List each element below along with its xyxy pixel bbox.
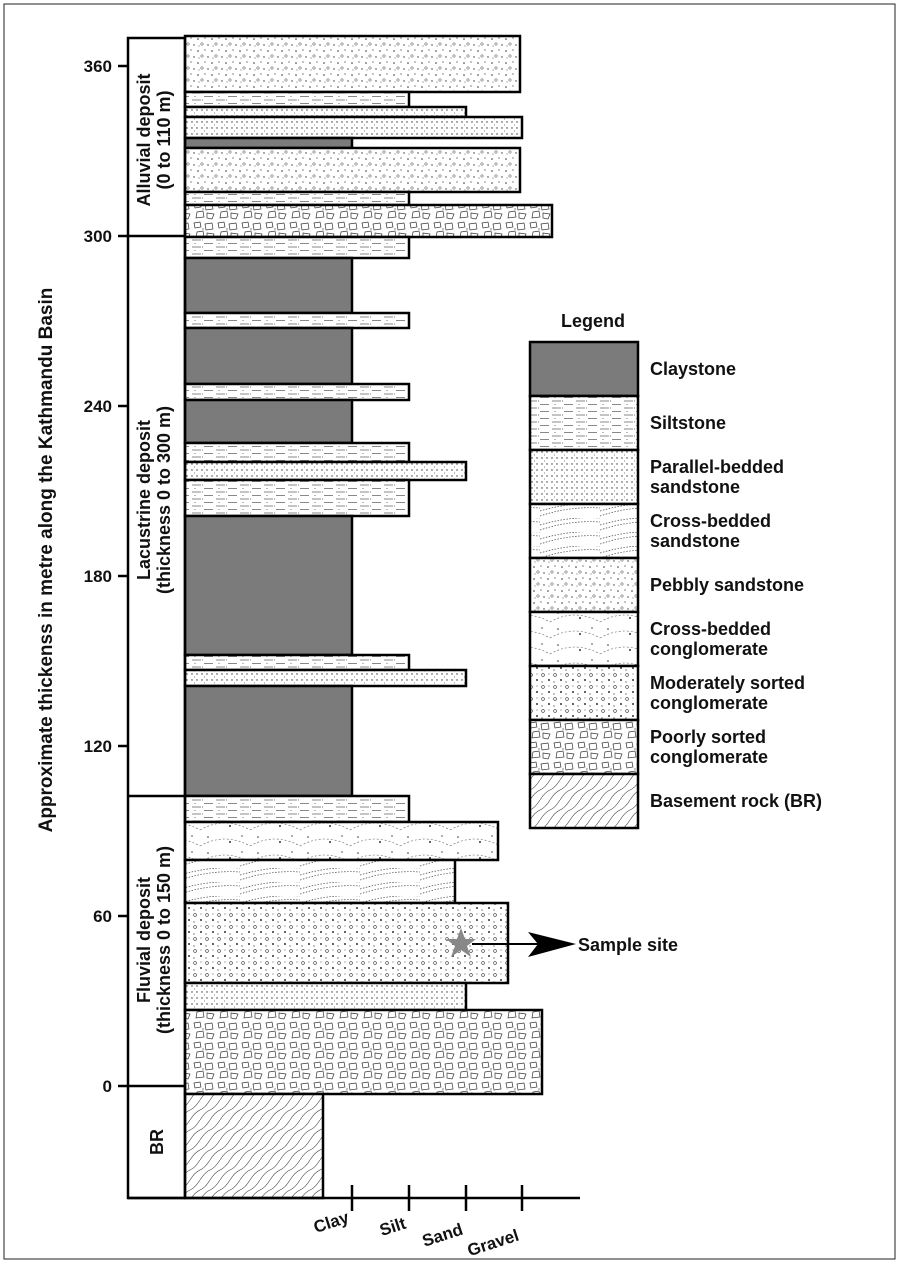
- layer: [183, 653, 411, 672]
- layer: [183, 235, 411, 260]
- layer: [183, 820, 500, 862]
- tick-label: 120: [84, 737, 112, 756]
- legend-label: conglomerate: [650, 747, 768, 767]
- layer: [183, 1008, 544, 1096]
- layer: [183, 146, 522, 194]
- layer: [183, 684, 354, 798]
- legend-label: conglomerate: [650, 693, 768, 713]
- legend-label: Basement rock (BR): [650, 791, 822, 811]
- legend-swatch: [528, 556, 640, 614]
- legend-label: Moderately sorted: [650, 673, 805, 693]
- legend-swatch: [528, 718, 640, 776]
- legend-label: Siltstone: [650, 413, 726, 433]
- layer: [183, 190, 411, 207]
- layer: [183, 858, 457, 905]
- layer: [183, 105, 468, 119]
- layer: [183, 981, 468, 1012]
- legend-label: sandstone: [650, 477, 740, 497]
- grain-label: Gravel: [465, 1226, 521, 1260]
- tick-label: 0: [103, 1077, 112, 1096]
- unit-sub: (0 to 110 m): [154, 90, 174, 189]
- legend-swatch: [528, 610, 640, 668]
- legend-label: Poorly sorted: [650, 727, 766, 747]
- layer: [183, 90, 411, 109]
- grain-label: Clay: [311, 1208, 352, 1237]
- legend-label: sandstone: [650, 531, 740, 551]
- legend-swatch: [528, 502, 640, 560]
- layer: [183, 311, 411, 330]
- legend-label: Cross-bedded: [650, 511, 771, 531]
- legend-swatch: [528, 340, 640, 398]
- unit-sub: (thickness 0 to 300 m): [154, 406, 174, 594]
- layer: [183, 478, 411, 518]
- unit-label: BR: [147, 1129, 167, 1155]
- legend-label: conglomerate: [650, 639, 768, 659]
- layer: [183, 398, 354, 445]
- legend-swatch: [528, 394, 640, 452]
- tick-label: 180: [84, 567, 112, 586]
- unit-sub: (thickness 0 to 150 m): [154, 846, 174, 1034]
- axis-title: Approximate thickenss in metre along the…: [36, 288, 57, 833]
- legend-swatch: [528, 448, 640, 506]
- legend-swatch: [528, 772, 640, 830]
- legend-swatch: [528, 664, 640, 722]
- layer: [183, 441, 411, 464]
- tick-label: 60: [93, 907, 112, 926]
- tick-label: 240: [84, 397, 112, 416]
- layer: [183, 514, 354, 657]
- unit-label: Fluvial deposit: [134, 877, 154, 1003]
- layer: [183, 794, 411, 824]
- layer: [183, 136, 354, 150]
- layer: [183, 203, 554, 239]
- layer: [183, 326, 354, 386]
- layer: [183, 382, 411, 402]
- unit-label: Lacustrine deposit: [134, 420, 154, 580]
- frame: [3, 3, 896, 1260]
- grain-label: Silt: [377, 1214, 408, 1240]
- legend-label: Claystone: [650, 359, 736, 379]
- legend-label: Cross-bedded: [650, 619, 771, 639]
- unit-label: Alluvial deposit: [134, 73, 154, 206]
- tick-label: 360: [84, 57, 112, 76]
- grain-label: Sand: [420, 1220, 465, 1251]
- layer: [183, 668, 468, 688]
- layer: [183, 256, 354, 315]
- layer: [183, 460, 468, 482]
- layer: [183, 34, 522, 94]
- layer: [183, 115, 524, 140]
- tick-label: 300: [84, 227, 112, 246]
- legend-label: Pebbly sandstone: [650, 575, 804, 595]
- arrow-head: [528, 932, 576, 957]
- sample-star: [446, 928, 476, 957]
- annotation: Sample site: [578, 935, 678, 955]
- legend-label: Parallel-bedded: [650, 457, 784, 477]
- basement: [183, 1092, 325, 1200]
- legend-title: Legend: [561, 311, 625, 331]
